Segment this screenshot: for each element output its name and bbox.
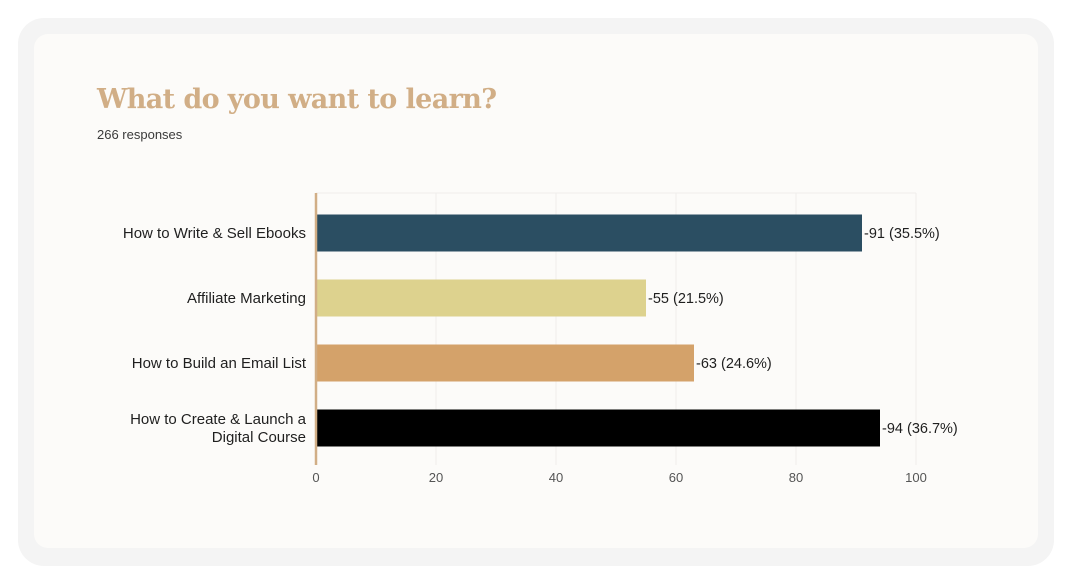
bar-3 <box>316 409 880 447</box>
x-tick-label-0: 0 <box>312 470 319 485</box>
x-tick-label-100: 100 <box>905 470 927 485</box>
category-label-3: How to Create & Launch a Digital Course <box>130 411 307 446</box>
x-tick-label-40: 40 <box>549 470 563 485</box>
data-label-1: -55 (21.5%) <box>648 291 724 307</box>
data-label-2: -63 (24.6%) <box>696 356 772 372</box>
bar-2 <box>316 344 694 382</box>
bar-0 <box>316 214 862 252</box>
x-tick-label-60: 60 <box>669 470 683 485</box>
data-label-3: -94 (36.7%) <box>882 421 958 437</box>
data-label-0: -91 (35.5%) <box>864 226 940 242</box>
category-label-0: How to Write & Sell Ebooks <box>123 225 306 242</box>
x-tick-label-80: 80 <box>789 470 803 485</box>
x-tick-label-20: 20 <box>429 470 443 485</box>
category-label-1: Affiliate Marketing <box>187 290 306 307</box>
response-count: 266 responses <box>97 127 183 142</box>
chart-title: What do you want to learn? <box>97 84 497 115</box>
category-label-2: How to Build an Email List <box>132 355 307 372</box>
bar-1 <box>316 279 646 317</box>
